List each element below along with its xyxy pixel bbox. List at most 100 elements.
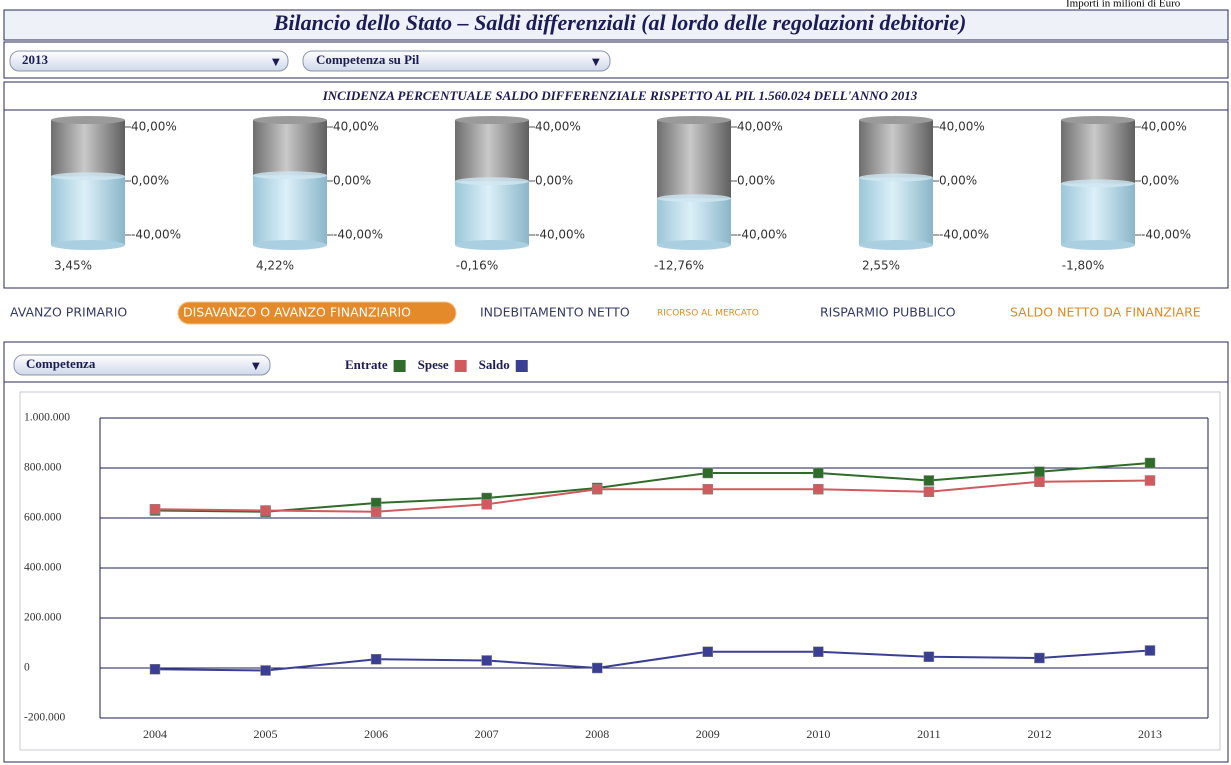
x-tick-label: 2004 — [143, 727, 167, 741]
gauge-surface — [657, 194, 731, 203]
legend-swatch — [393, 360, 406, 372]
gauge-value: -1,80% — [1062, 259, 1104, 273]
cylinder-base — [859, 240, 933, 250]
gauge-value: 3,45% — [54, 259, 92, 273]
tab[interactable]: RISPARMIO PUBBLICO — [820, 305, 956, 320]
tab[interactable]: AVANZO PRIMARIO — [10, 305, 127, 320]
gauge-tick-label: 0,00% — [131, 174, 169, 188]
point — [923, 486, 935, 497]
point — [1034, 466, 1045, 477]
x-tick-label: 2006 — [364, 727, 388, 741]
legend-label: Entrate — [345, 357, 388, 372]
title: Bilancio dello Stato – Saldi differenzia… — [273, 10, 967, 35]
gauge-tick-label: -40,00% — [1141, 228, 1191, 242]
legend-label: Spese — [418, 357, 449, 372]
series-line — [154, 649, 1151, 672]
y-tick-label: 600.000 — [24, 512, 62, 524]
chart-select[interactable]: Competenza ▼ — [13, 354, 271, 376]
cylinder-top — [657, 116, 731, 124]
gauges-subtitle: INCIDENZA PERCENTUALE SALDO DIFFERENZIAL… — [322, 88, 918, 103]
tab[interactable]: RICORSO AL MERCATO — [657, 309, 759, 319]
gauge-surface — [253, 171, 327, 180]
note: Importi in milioni di Euro — [1066, 0, 1181, 10]
gauge-tick-label: 0,00% — [939, 174, 977, 188]
select-text[interactable]: Competenza — [26, 356, 96, 371]
cylinder-top — [253, 116, 327, 124]
point — [702, 646, 714, 657]
gauge-fill — [1061, 183, 1135, 245]
cylinder-base — [253, 240, 327, 250]
point — [481, 499, 492, 510]
y-tick-label: -200.000 — [24, 712, 65, 724]
gauge-tick-label: 40,00% — [737, 120, 783, 134]
point — [813, 484, 824, 495]
cylinder-top — [1061, 116, 1135, 124]
select-text[interactable]: 2013 — [22, 52, 49, 67]
point — [923, 651, 935, 662]
gauge-tick-label: 0,00% — [333, 174, 371, 188]
legend-swatch — [454, 360, 467, 372]
x-tick-label: 2013 — [1138, 727, 1162, 741]
cylinder-base — [455, 240, 529, 250]
gauge-tick-label: 40,00% — [535, 120, 581, 134]
x-tick-label: 2005 — [254, 727, 278, 741]
cylinder-base — [1061, 240, 1135, 250]
point — [813, 467, 824, 479]
series-line — [154, 479, 1151, 513]
tab[interactable]: DISAVANZO O AVANZO FINANZIARIO — [183, 305, 411, 320]
x-tick-label: 2011 — [917, 727, 941, 741]
y-tick-label: 400.000 — [24, 562, 62, 574]
gauge-tick-label: 40,00% — [1141, 120, 1187, 134]
point — [149, 504, 161, 515]
point — [370, 506, 382, 517]
cylinder-base — [51, 240, 125, 250]
gauge-tick-label: 0,00% — [1141, 174, 1179, 188]
gauge-surface — [51, 172, 125, 181]
gauge-surface — [455, 177, 529, 186]
point — [1034, 476, 1045, 487]
tab[interactable]: INDEBITAMENTO NETTO — [480, 305, 630, 320]
gauge-tick-label: 0,00% — [737, 174, 775, 188]
gauge-value: 4,22% — [256, 259, 294, 273]
gauge-value: -12,76% — [654, 259, 704, 273]
legend-swatch — [515, 360, 528, 372]
cylinder-top — [51, 116, 125, 124]
x-tick-label: 2009 — [696, 727, 720, 741]
gauge-tick-label: -40,00% — [333, 228, 383, 242]
cylinder-top — [455, 116, 529, 124]
select-arrow[interactable]: ▼ — [252, 361, 260, 372]
point — [813, 646, 824, 657]
tab[interactable]: SALDO NETTO DA FINANZIARE — [1010, 305, 1201, 320]
legend-label: Saldo — [479, 357, 510, 372]
gauge-fill — [859, 177, 933, 245]
point — [481, 655, 492, 666]
tab-highlight[interactable] — [177, 301, 457, 325]
x-tick-label: 2007 — [475, 727, 499, 741]
point — [702, 467, 714, 479]
gauge-value: -0,16% — [456, 259, 498, 273]
gauge-value: 2,55% — [862, 259, 900, 273]
cylinder-base — [657, 240, 731, 250]
gauges-panel — [3, 81, 1229, 289]
gauge-tick-label: 0,00% — [535, 174, 573, 188]
point — [260, 505, 271, 516]
point — [1144, 457, 1156, 469]
gauge-fill — [455, 181, 529, 245]
gauge-tick-label: 40,00% — [939, 120, 985, 134]
gauge-tick-label: -40,00% — [939, 228, 989, 242]
y-tick-label: 0 — [24, 662, 30, 674]
select-arrow[interactable]: ▼ — [592, 57, 600, 68]
mode-select[interactable]: Competenza su Pil ▼ — [302, 50, 611, 72]
point — [702, 484, 714, 495]
point — [1144, 645, 1156, 656]
select-arrow[interactable]: ▼ — [272, 57, 280, 68]
gauge-tick-label: 40,00% — [333, 120, 379, 134]
point — [149, 664, 161, 675]
select-text[interactable]: Competenza su Pil — [316, 52, 420, 67]
point — [591, 662, 603, 674]
year-select[interactable]: 2013 ▼ — [9, 50, 289, 72]
gauge-tick-label: -40,00% — [737, 228, 787, 242]
gauge-tick-label: 40,00% — [131, 120, 177, 134]
point — [260, 665, 271, 676]
